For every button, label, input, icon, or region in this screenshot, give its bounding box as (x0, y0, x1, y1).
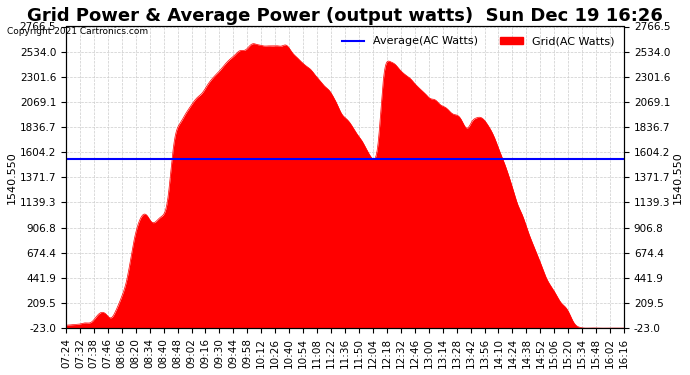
Y-axis label: 1540.550: 1540.550 (673, 151, 683, 204)
Title: Grid Power & Average Power (output watts)  Sun Dec 19 16:26: Grid Power & Average Power (output watts… (27, 7, 663, 25)
Text: Copyright 2021 Cartronics.com: Copyright 2021 Cartronics.com (7, 27, 148, 36)
Y-axis label: 1540.550: 1540.550 (7, 151, 17, 204)
Legend: Average(AC Watts), Grid(AC Watts): Average(AC Watts), Grid(AC Watts) (337, 32, 618, 51)
